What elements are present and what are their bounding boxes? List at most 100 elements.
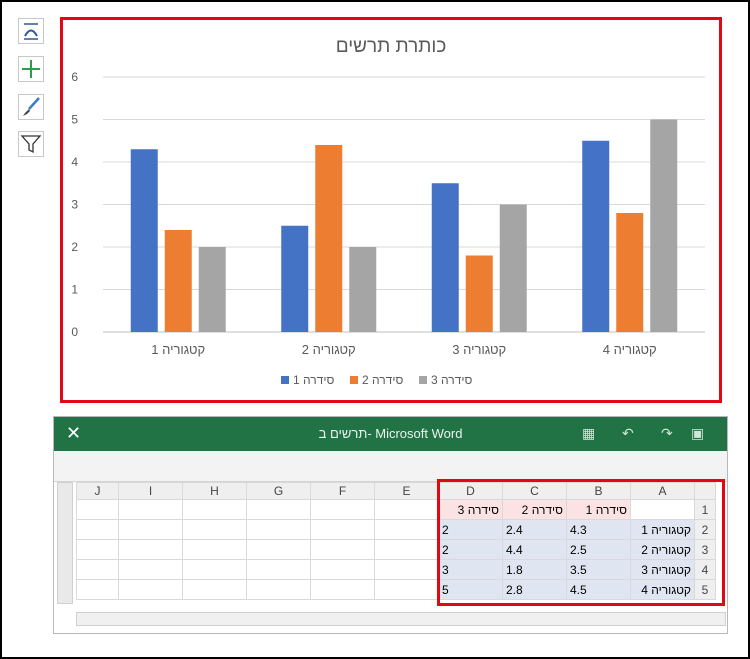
row-header[interactable]: 5 (694, 579, 716, 600)
empty-cell[interactable] (76, 499, 119, 520)
chart-title: כותרת תרשים (336, 36, 447, 57)
empty-cell[interactable] (246, 519, 311, 540)
window-title: תרשים ב- Microsoft Word (318, 426, 463, 441)
y-tick-label: 5 (71, 113, 78, 127)
bar-3-3[interactable] (499, 204, 527, 333)
bar-1-4[interactable] (582, 140, 610, 332)
column-header[interactable]: B (566, 482, 631, 500)
column-header[interactable]: E (374, 482, 439, 500)
x-tick-label: קטגוריה 4 (603, 342, 657, 357)
empty-cell[interactable] (310, 539, 375, 560)
data-cell[interactable]: 3.5 (566, 559, 631, 580)
empty-cell[interactable] (310, 579, 375, 600)
redo-icon[interactable]: ↷ (661, 425, 673, 441)
spreadsheet-grid[interactable]: J I H G F E D C B A סידרה 3 סידרה 2 סידרה 1 1 2 2.4 4.3 ק… (76, 482, 716, 600)
x-tick-label: קטגוריה 1 (151, 342, 205, 357)
bar-2-1[interactable] (164, 230, 192, 332)
empty-cell[interactable] (310, 519, 375, 540)
column-header[interactable]: D (438, 482, 503, 500)
data-cell[interactable]: 4.3 (566, 519, 631, 540)
column-header[interactable]: H (182, 482, 247, 500)
empty-cell[interactable] (118, 519, 183, 540)
bar-2-4[interactable] (616, 213, 644, 332)
close-icon[interactable]: ✕ (66, 423, 82, 443)
data-cell[interactable]: 2.8 (502, 579, 567, 600)
data-cell[interactable]: 5 (438, 579, 503, 600)
empty-cell[interactable] (374, 539, 439, 560)
empty-cell[interactable] (374, 579, 439, 600)
column-header[interactable]: G (246, 482, 311, 500)
data-cell[interactable]: 2.4 (502, 519, 567, 540)
empty-cell[interactable] (182, 559, 247, 580)
data-cell[interactable]: סידרה 3 (438, 499, 503, 520)
empty-cell[interactable] (182, 539, 247, 560)
legend-label: סידרה 2 (362, 373, 403, 387)
save-icon[interactable]: ▣ (691, 425, 705, 441)
column-header[interactable]: I (118, 482, 183, 500)
bar-3-1[interactable] (198, 247, 226, 332)
row-header[interactable]: 1 (694, 499, 716, 520)
chart-elements-icon[interactable] (18, 18, 44, 44)
y-tick-label: 3 (71, 198, 78, 212)
add-element-icon[interactable] (18, 56, 44, 82)
data-cell[interactable]: 2 (438, 519, 503, 540)
empty-cell[interactable] (310, 499, 375, 520)
horizontal-scrollbar[interactable] (76, 612, 726, 626)
data-range-highlight (437, 479, 725, 606)
empty-cell[interactable] (246, 579, 311, 600)
empty-cell[interactable] (246, 539, 311, 560)
vertical-scrollbar[interactable] (57, 482, 73, 604)
y-tick-label: 2 (71, 240, 78, 254)
undo-icon[interactable]: ↶ (622, 425, 634, 441)
empty-cell[interactable] (118, 499, 183, 520)
data-cell[interactable]: 2 (438, 539, 503, 560)
empty-cell[interactable] (118, 559, 183, 580)
empty-cell[interactable] (374, 559, 439, 580)
bar-1-1[interactable] (130, 149, 158, 332)
empty-cell[interactable] (76, 559, 119, 580)
bar-1-2[interactable] (281, 225, 309, 332)
legend-swatch (281, 376, 289, 384)
column-header[interactable]: J (76, 482, 119, 500)
bar-2-3[interactable] (465, 255, 493, 333)
empty-cell[interactable] (374, 519, 439, 540)
brush-icon[interactable] (18, 94, 44, 120)
bar-3-4[interactable] (650, 119, 678, 333)
y-tick-label: 6 (71, 70, 78, 84)
data-cell[interactable]: קטגוריה 1 (630, 519, 695, 540)
empty-cell[interactable] (246, 499, 311, 520)
x-tick-label: קטגוריה 2 (302, 342, 356, 357)
chart-container[interactable]: כותרת תרשים 0 1 2 3 4 5 6 קטגוריה 1 קטגוריה 2 קטג… (60, 17, 722, 403)
bar-2-2[interactable] (315, 145, 343, 332)
empty-cell[interactable] (76, 579, 119, 600)
empty-cell[interactable] (182, 519, 247, 540)
column-header[interactable]: F (310, 482, 375, 500)
y-tick-label: 0 (71, 325, 78, 339)
data-cell[interactable]: קטגוריה 2 (630, 539, 695, 560)
row-header[interactable]: 2 (694, 519, 716, 540)
column-header[interactable]: A (630, 482, 695, 500)
data-cell[interactable]: קטגוריה 4 (630, 579, 695, 600)
empty-cell[interactable] (118, 579, 183, 600)
row-header[interactable]: 4 (694, 559, 716, 580)
empty-cell[interactable] (182, 499, 247, 520)
filter-icon[interactable] (18, 131, 44, 157)
empty-cell[interactable] (310, 559, 375, 580)
data-cell[interactable]: 4.5 (566, 579, 631, 600)
bar-3-2[interactable] (349, 247, 377, 332)
empty-cell[interactable] (76, 519, 119, 540)
row-header[interactable]: 3 (694, 539, 716, 560)
data-cell[interactable]: סידרה 2 (502, 499, 567, 520)
bar-1-3[interactable] (431, 183, 459, 332)
edit-data-icon[interactable]: ▦ (582, 425, 596, 441)
legend-swatch (350, 376, 358, 384)
empty-cell[interactable] (76, 539, 119, 560)
data-cell[interactable]: 4.4 (502, 539, 567, 560)
empty-cell[interactable] (246, 559, 311, 580)
empty-cell[interactable] (182, 579, 247, 600)
empty-cell[interactable] (118, 539, 183, 560)
empty-cell[interactable] (374, 499, 439, 520)
